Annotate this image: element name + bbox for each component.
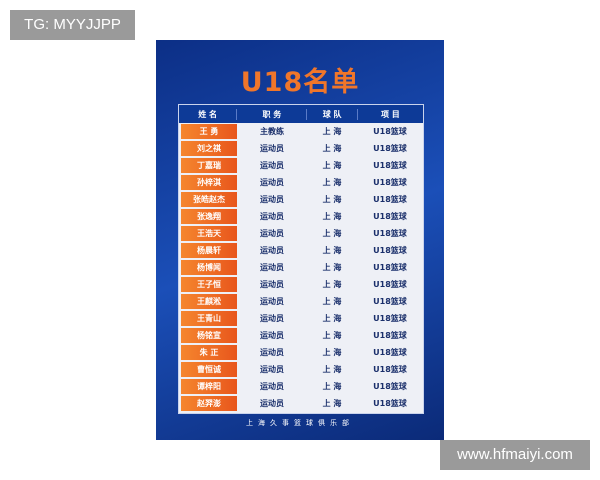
cell-event: U18篮球 bbox=[373, 212, 407, 221]
cell-team: 上 海 bbox=[322, 178, 342, 187]
cell-role: 运动员 bbox=[260, 263, 284, 272]
cell-event: U18篮球 bbox=[373, 348, 407, 357]
cell-role: 运动员 bbox=[260, 246, 284, 255]
cell-name: 孙梓淇 bbox=[181, 175, 237, 190]
cell-event: U18篮球 bbox=[373, 331, 407, 340]
cell-name: 谭梓阳 bbox=[181, 379, 237, 394]
cell-role: 运动员 bbox=[260, 382, 284, 391]
cell-role: 运动员 bbox=[260, 195, 284, 204]
cell-event: U18篮球 bbox=[373, 280, 407, 289]
cell-name: 王 勇 bbox=[181, 124, 237, 139]
header-event: 项 目 bbox=[381, 109, 400, 119]
poster-title: U18名单 bbox=[240, 67, 360, 98]
header-team: 球 队 bbox=[307, 108, 358, 120]
cell-name: 赵羿澎 bbox=[181, 396, 237, 411]
table-row: 王子恒 运动员 上 海 U18篮球 bbox=[179, 276, 423, 293]
cell-team: 上 海 bbox=[322, 195, 342, 204]
table-row: 赵羿澎 运动员 上 海 U18篮球 bbox=[179, 395, 423, 412]
table-header: 姓 名 职 务 球 队 项 目 bbox=[179, 105, 423, 123]
cell-team: 上 海 bbox=[322, 212, 342, 221]
cell-name: 张逸翔 bbox=[181, 209, 237, 224]
club-name: 上海久事篮球俱乐部 bbox=[246, 419, 354, 427]
cell-role: 运动员 bbox=[260, 212, 284, 221]
cell-role: 运动员 bbox=[260, 229, 284, 238]
cell-event: U18篮球 bbox=[373, 263, 407, 272]
cell-role: 运动员 bbox=[260, 348, 284, 357]
cell-name: 丁嘉瑞 bbox=[181, 158, 237, 173]
cell-team: 上 海 bbox=[322, 399, 342, 408]
cell-event: U18篮球 bbox=[373, 144, 407, 153]
cell-role: 运动员 bbox=[260, 178, 284, 187]
watermark-tg: TG: MYYJJPP bbox=[10, 10, 135, 40]
table-row: 张逸翔 运动员 上 海 U18篮球 bbox=[179, 208, 423, 225]
cell-team: 上 海 bbox=[322, 348, 342, 357]
cell-team: 上 海 bbox=[322, 331, 342, 340]
cell-name: 王青山 bbox=[181, 311, 237, 326]
cell-event: U18篮球 bbox=[373, 161, 407, 170]
table-row: 王 勇 主教练 上 海 U18篮球 bbox=[179, 123, 423, 140]
cell-team: 上 海 bbox=[322, 144, 342, 153]
cell-team: 上 海 bbox=[322, 229, 342, 238]
cell-role: 运动员 bbox=[260, 331, 284, 340]
roster-poster: U18名单 姓 名 职 务 球 队 项 目 王 勇主教练上 海 U18篮球 刘之祺运… bbox=[156, 40, 444, 440]
cell-event: U18篮球 bbox=[373, 195, 407, 204]
cell-team: 上 海 bbox=[322, 314, 342, 323]
table-row: 丁嘉瑞 运动员 上 海 U18篮球 bbox=[179, 157, 423, 174]
cell-name: 王子恒 bbox=[181, 277, 237, 292]
cell-role: 运动员 bbox=[260, 280, 284, 289]
cell-event: U18篮球 bbox=[373, 178, 407, 187]
cell-role: 运动员 bbox=[260, 144, 284, 153]
cell-name: 曹恒诚 bbox=[181, 362, 237, 377]
cell-team: 上 海 bbox=[322, 280, 342, 289]
table-row: 王浩天 运动员 上 海 U18篮球 bbox=[179, 225, 423, 242]
cell-event: U18篮球 bbox=[373, 246, 407, 255]
cell-name: 朱 正 bbox=[181, 345, 237, 360]
cell-event: U18篮球 bbox=[373, 229, 407, 238]
header-role: 职 务 bbox=[237, 108, 308, 120]
table-row: 杨晨轩 运动员 上 海 U18篮球 bbox=[179, 242, 423, 259]
table-row: 谭梓阳 运动员 上 海 U18篮球 bbox=[179, 378, 423, 395]
table-row: 王麒淞 运动员 上 海 U18篮球 bbox=[179, 293, 423, 310]
cell-event: U18篮球 bbox=[373, 314, 407, 323]
cell-team: 上 海 bbox=[322, 127, 342, 136]
cell-name: 刘之祺 bbox=[181, 141, 237, 156]
cell-name: 张皓赵杰 bbox=[181, 192, 237, 207]
table-row: 朱 正 运动员 上 海 U18篮球 bbox=[179, 344, 423, 361]
table-row: 孙梓淇 运动员 上 海 U18篮球 bbox=[179, 174, 423, 191]
table-row: 王青山 运动员 上 海 U18篮球 bbox=[179, 310, 423, 327]
cell-role: 运动员 bbox=[260, 161, 284, 170]
cell-role: 运动员 bbox=[260, 297, 284, 306]
cell-event: U18篮球 bbox=[373, 399, 407, 408]
cell-team: 上 海 bbox=[322, 161, 342, 170]
cell-name: 王浩天 bbox=[181, 226, 237, 241]
header-name: 姓 名 bbox=[179, 108, 238, 120]
cell-name: 杨博闻 bbox=[181, 260, 237, 275]
cell-event: U18篮球 bbox=[373, 382, 407, 391]
cell-event: U18篮球 bbox=[373, 365, 407, 374]
table-row: 张皓赵杰 运动员 上 海 U18篮球 bbox=[179, 191, 423, 208]
table-row: 曹恒诚 运动员 上 海 U18篮球 bbox=[179, 361, 423, 378]
cell-team: 上 海 bbox=[322, 382, 342, 391]
cell-role: 运动员 bbox=[260, 314, 284, 323]
cell-team: 上 海 bbox=[322, 297, 342, 306]
cell-team: 上 海 bbox=[322, 263, 342, 272]
cell-team: 上 海 bbox=[322, 246, 342, 255]
cell-event: U18篮球 bbox=[373, 127, 407, 136]
cell-event: U18篮球 bbox=[373, 297, 407, 306]
cell-name: 杨晨轩 bbox=[181, 243, 237, 258]
table-row: 刘之祺 运动员 上 海 U18篮球 bbox=[179, 140, 423, 157]
cell-role: 主教练 bbox=[260, 127, 284, 136]
cell-team: 上 海 bbox=[322, 365, 342, 374]
table-row: 杨铭宣 运动员 上 海 U18篮球 bbox=[179, 327, 423, 344]
cell-role: 运动员 bbox=[260, 399, 284, 408]
cell-name: 王麒淞 bbox=[181, 294, 237, 309]
watermark-site: www.hfmaiyi.com bbox=[440, 440, 590, 470]
table-row: 杨博闻 运动员 上 海 U18篮球 bbox=[179, 259, 423, 276]
cell-name: 杨铭宣 bbox=[181, 328, 237, 343]
cell-role: 运动员 bbox=[260, 365, 284, 374]
table-body: 王 勇主教练上 海 U18篮球 刘之祺 运动员上 海 U18篮球 丁嘉瑞 运动员上 海 U18… bbox=[179, 123, 423, 412]
